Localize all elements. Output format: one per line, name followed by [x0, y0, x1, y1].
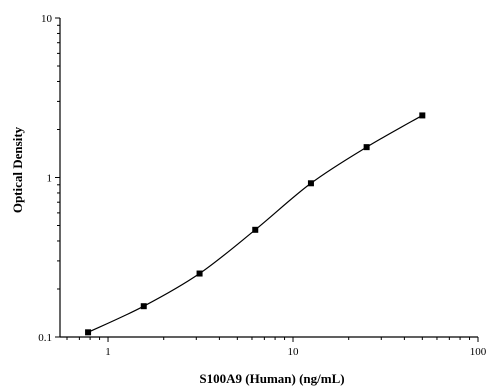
fit-curve: [87, 114, 423, 333]
x-tick-label-0: 1: [105, 346, 111, 358]
axes: [59, 18, 478, 338]
x-axis-title: S100A9 (Human) (ng/mL): [199, 371, 344, 386]
data-points: [85, 112, 426, 336]
data-point-6: [419, 112, 426, 119]
y-tick-label-2: 10: [41, 13, 53, 25]
data-point-5: [363, 144, 370, 151]
tick-labels: 1 10 100 0.1 1 10: [38, 13, 487, 358]
data-point-4: [307, 180, 314, 187]
y-tick-label-1: 1: [47, 173, 53, 185]
ticks: [55, 17, 479, 342]
data-point-2: [196, 270, 203, 277]
data-point-1: [140, 303, 147, 310]
y-tick-label-0: 0.1: [38, 332, 52, 344]
data-point-0: [85, 329, 92, 336]
x-tick-label-1: 10: [288, 346, 300, 358]
x-tick-label-2: 100: [470, 346, 487, 358]
y-axis-title: Optical Density: [10, 126, 25, 213]
data-point-3: [252, 226, 259, 233]
